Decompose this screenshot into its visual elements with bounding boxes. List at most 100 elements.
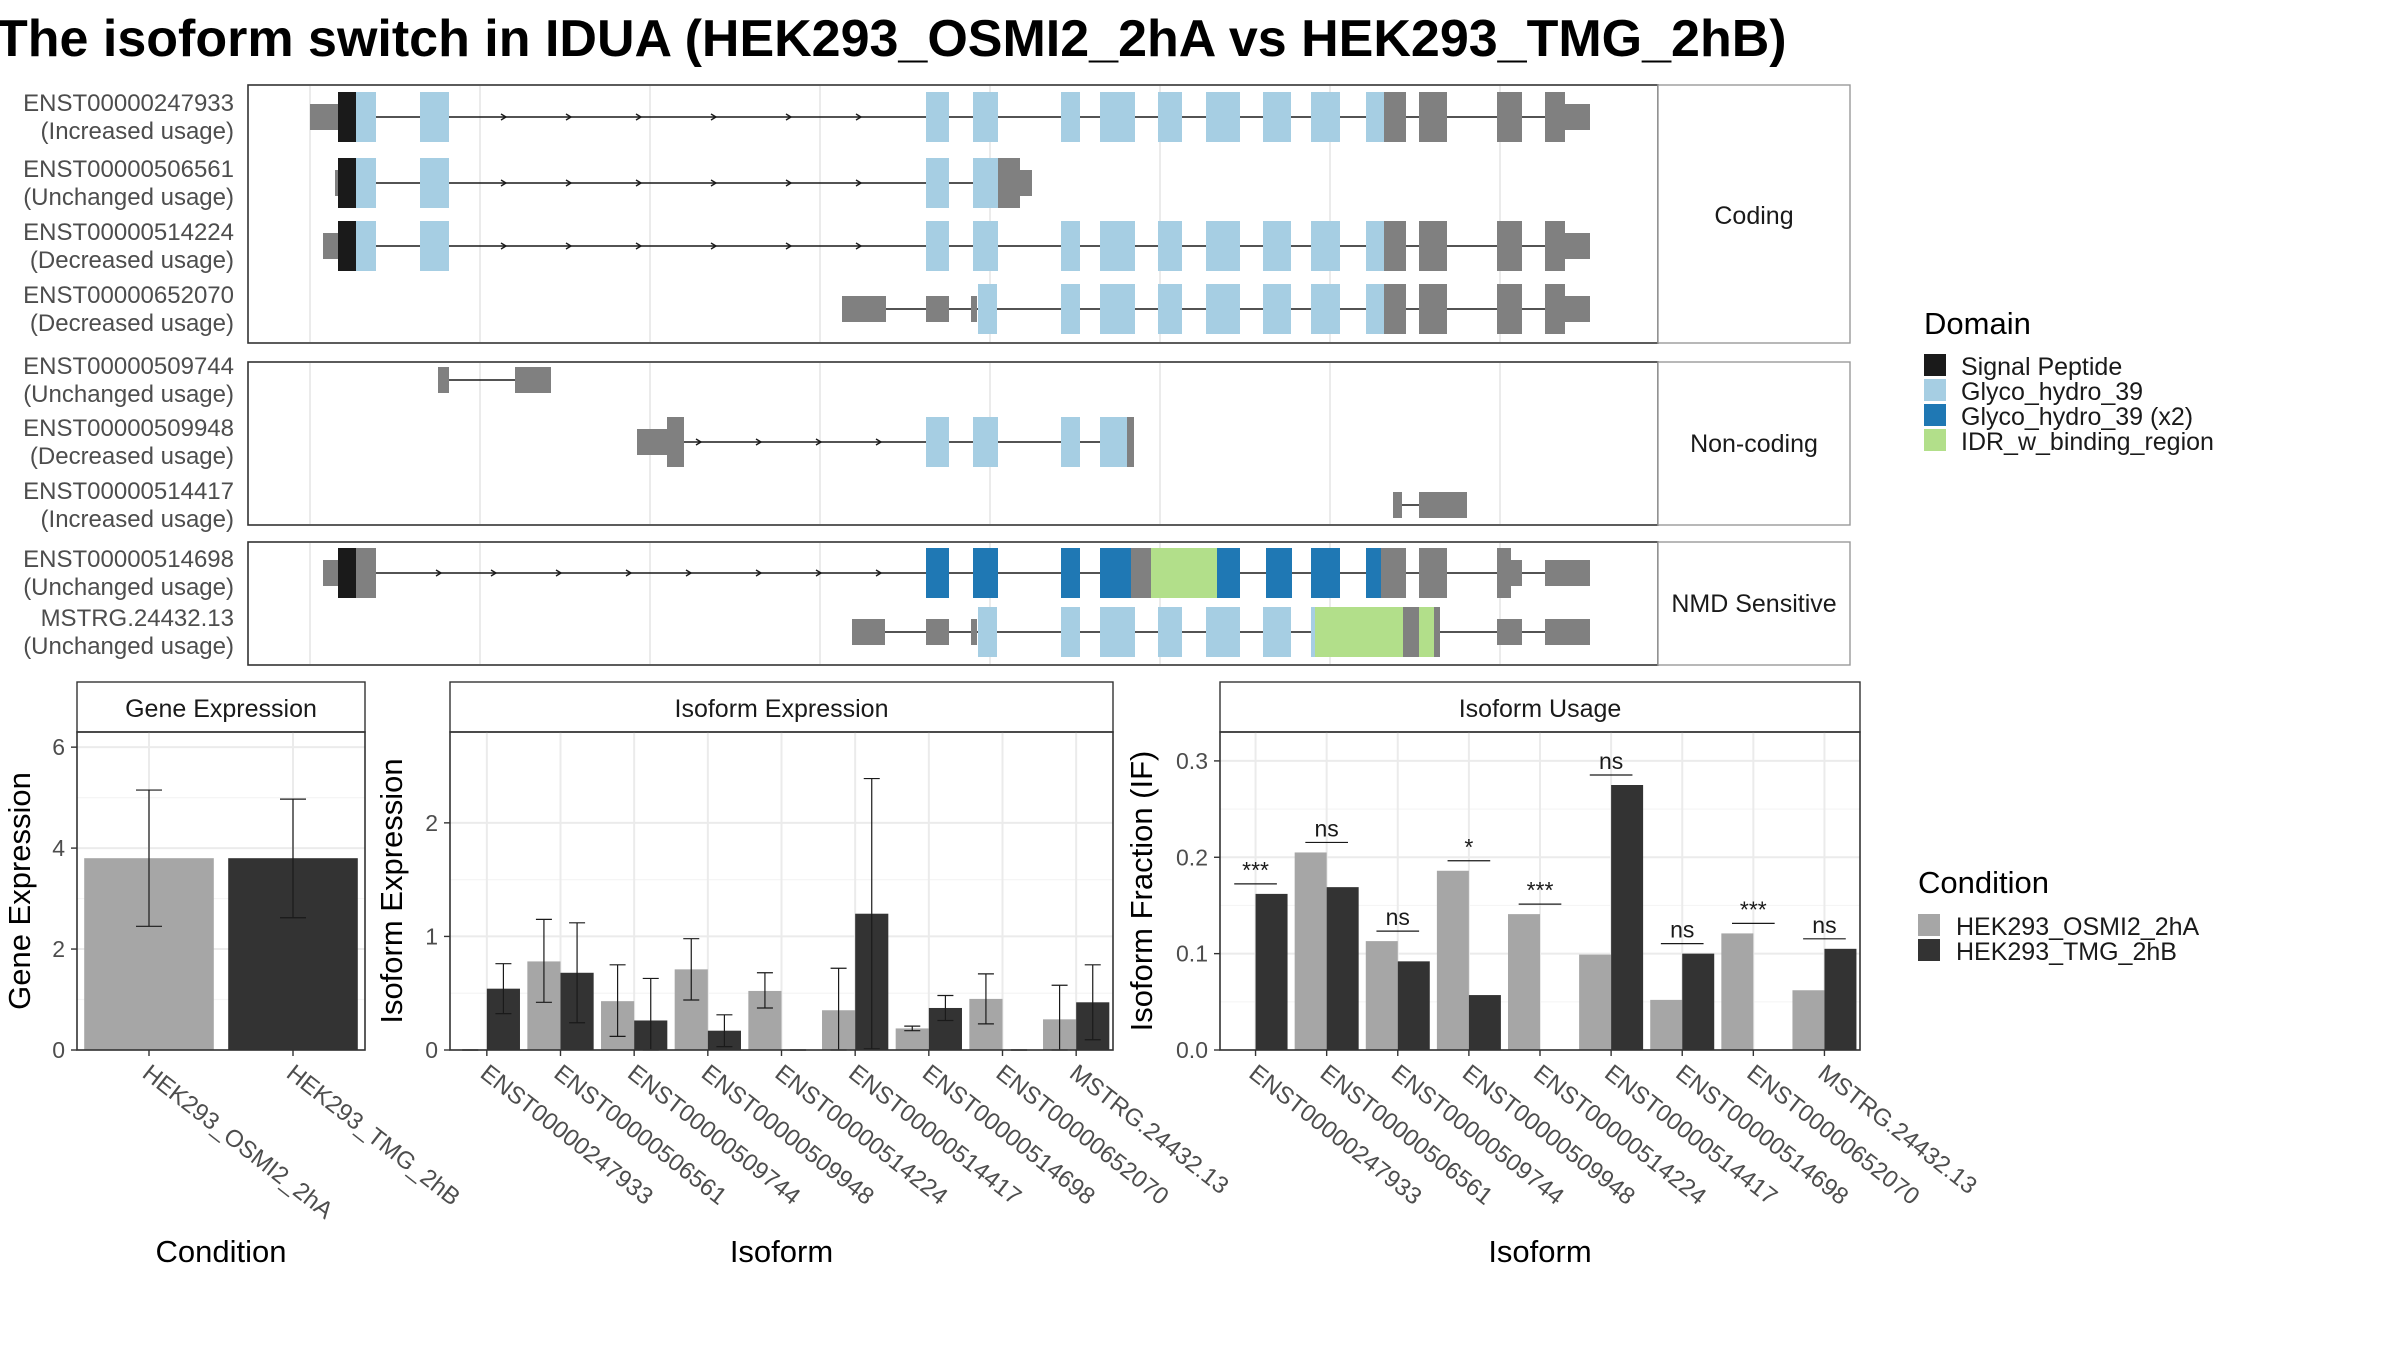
bar xyxy=(1468,995,1501,1050)
exon-block xyxy=(1366,92,1384,142)
isoform-expression-panel: Isoform Expression012ENST00000247933ENST… xyxy=(374,681,1234,1269)
strand-arrow xyxy=(490,569,498,577)
strand-arrow xyxy=(855,242,863,250)
exon-block xyxy=(1266,548,1292,598)
strand-arrow xyxy=(710,113,718,121)
exon-block xyxy=(1366,221,1384,271)
bar xyxy=(1650,999,1683,1050)
exon-block xyxy=(420,221,449,271)
exon-block xyxy=(1565,104,1590,130)
exon-block xyxy=(1100,607,1135,657)
exon-block xyxy=(338,221,356,271)
bar xyxy=(1792,990,1825,1050)
isoform-usage-label: (Decreased usage) xyxy=(30,443,234,470)
strand-arrow xyxy=(755,438,763,446)
y-tick-label: 0 xyxy=(425,1037,438,1063)
isoform-name-label: ENST00000514224 xyxy=(23,219,234,246)
strand-arrow xyxy=(625,569,633,577)
exon-block xyxy=(1131,548,1151,598)
exon-block xyxy=(926,221,949,271)
exon-block xyxy=(1511,560,1522,586)
isoform-usage-label: (Unchanged usage) xyxy=(23,574,234,601)
panel-border xyxy=(76,731,366,1051)
exon-block xyxy=(1100,548,1131,598)
exon-block xyxy=(852,619,885,645)
legend-key-signal-peptide xyxy=(1924,354,1946,376)
bar xyxy=(1721,933,1754,1050)
exon-block xyxy=(1206,221,1240,271)
strand-arrow xyxy=(755,569,763,577)
isoform-name-label: ENST00000509744 xyxy=(23,353,234,380)
exon-block xyxy=(1384,221,1406,271)
exon-block xyxy=(973,92,998,142)
strand-arrow xyxy=(785,179,793,187)
legend-label-cond1: HEK293_OSMI2_2hA xyxy=(1956,913,2200,941)
exon-block xyxy=(926,296,949,322)
exon-block xyxy=(1311,607,1315,657)
exon-block xyxy=(323,560,338,586)
bar xyxy=(1326,887,1359,1050)
strand-arrow xyxy=(855,179,863,187)
strand-arrow xyxy=(875,569,883,577)
legend-key-glyco-hydro xyxy=(1924,379,1946,401)
panel-strip xyxy=(76,681,366,733)
strand-arrow xyxy=(815,569,823,577)
isoform-name-label: ENST00000652070 xyxy=(23,282,234,309)
exon-block xyxy=(1263,92,1291,142)
y-tick-label: 1 xyxy=(425,923,438,949)
exon-block xyxy=(1061,221,1080,271)
strand-arrow xyxy=(435,569,443,577)
exon-block xyxy=(1206,284,1240,334)
exon-block xyxy=(1393,492,1402,518)
significance-label: ns xyxy=(1315,815,1339,841)
exon-block xyxy=(1100,284,1135,334)
condition-legend: Condition HEK293_OSMI2_2hA HEK293_TMG_2h… xyxy=(1918,865,2200,966)
strand-arrow xyxy=(815,438,823,446)
exon-block xyxy=(978,607,997,657)
exon-block xyxy=(356,221,376,271)
y-tick-label: 0.0 xyxy=(1176,1037,1208,1063)
exon-block xyxy=(1366,548,1381,598)
exon-block xyxy=(1545,619,1590,645)
legend-label-idr: IDR_w_binding_region xyxy=(1961,428,2214,456)
exon-block xyxy=(1565,296,1590,322)
exon-block xyxy=(323,233,338,259)
x-axis-title: Isoform xyxy=(1488,1234,1591,1269)
isoform-name-label: ENST00000247933 xyxy=(23,90,234,117)
exon-block xyxy=(998,158,1020,208)
exon-block xyxy=(1100,221,1135,271)
exon-block xyxy=(1545,221,1565,271)
exon-block xyxy=(1366,284,1384,334)
strip-nmd xyxy=(1657,541,1851,666)
strand-arrow xyxy=(500,242,508,250)
exon-block xyxy=(1020,170,1032,196)
panel-strip xyxy=(1219,681,1861,733)
y-axis-title: Isoform Fraction (IF) xyxy=(1124,751,1159,1032)
exon-block xyxy=(1061,417,1080,467)
domain-legend-title: Domain xyxy=(1924,306,2031,341)
y-tick-label: 2 xyxy=(52,936,65,962)
exon-block xyxy=(1497,92,1522,142)
bar xyxy=(1365,941,1398,1050)
isoform-usage-label: (Decreased usage) xyxy=(30,310,234,337)
exon-block xyxy=(1311,92,1340,142)
strand-arrow xyxy=(565,113,573,121)
strand-arrow xyxy=(685,569,693,577)
exon-block xyxy=(1403,607,1419,657)
bar xyxy=(1294,852,1327,1050)
legend-key-idr xyxy=(1924,429,1946,451)
exon-block xyxy=(1158,221,1182,271)
exon-block xyxy=(1061,548,1080,598)
exon-block xyxy=(1419,492,1467,518)
isoform-usage-label: (Increased usage) xyxy=(41,118,234,145)
exon-block xyxy=(1419,548,1447,598)
isoform-usage-label: (Increased usage) xyxy=(41,506,234,533)
strand-arrow xyxy=(635,242,643,250)
significance-label: ns xyxy=(1599,748,1623,774)
isoform-name-label: ENST00000514698 xyxy=(23,546,234,573)
strand-arrow xyxy=(785,113,793,121)
bar xyxy=(1436,870,1469,1050)
exon-block xyxy=(1545,560,1590,586)
bar xyxy=(1397,961,1430,1050)
exon-block xyxy=(1263,607,1291,657)
